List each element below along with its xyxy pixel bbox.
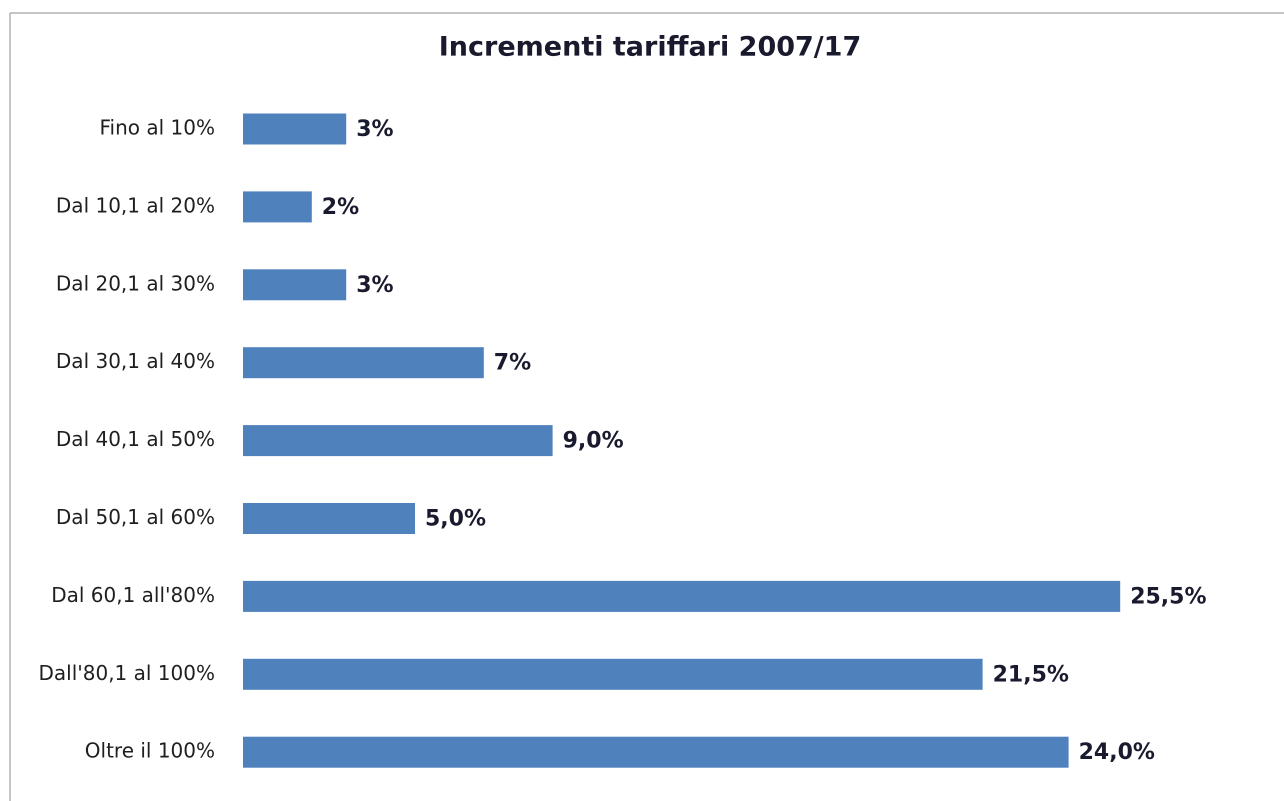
value-label: 25,5% — [1130, 584, 1206, 609]
category-label: Oltre il 100% — [85, 739, 215, 763]
bar — [243, 113, 347, 145]
category-label: Dal 10,1 al 20% — [56, 193, 215, 217]
bar — [243, 503, 415, 534]
value-label: 2% — [322, 195, 359, 220]
category-label: Fino al 10% — [100, 116, 216, 140]
value-label: 3% — [356, 273, 393, 298]
bar — [243, 269, 347, 301]
bar — [243, 191, 312, 223]
bar — [243, 658, 983, 690]
value-label: 9,0% — [563, 429, 624, 454]
bar — [243, 736, 1069, 768]
value-label: 5,0% — [425, 507, 486, 532]
value-label: 3% — [356, 117, 393, 142]
category-label: Dal 60,1 all'80% — [51, 583, 215, 607]
value-label: 7% — [494, 351, 531, 376]
bar — [243, 580, 1121, 612]
category-label: Dal 20,1 al 30% — [56, 271, 215, 295]
category-label: Dall'80,1 al 100% — [38, 661, 215, 685]
bar — [243, 425, 553, 457]
value-label: 21,5% — [993, 662, 1069, 687]
chart-title: Incrementi tariffari 2007/17 — [439, 32, 861, 63]
bar — [243, 347, 484, 379]
value-label: 24,0% — [1079, 740, 1155, 765]
category-label: Dal 40,1 al 50% — [56, 427, 215, 451]
category-label: Dal 30,1 al 40% — [56, 349, 215, 373]
category-label: Dal 50,1 al 60% — [56, 505, 215, 529]
